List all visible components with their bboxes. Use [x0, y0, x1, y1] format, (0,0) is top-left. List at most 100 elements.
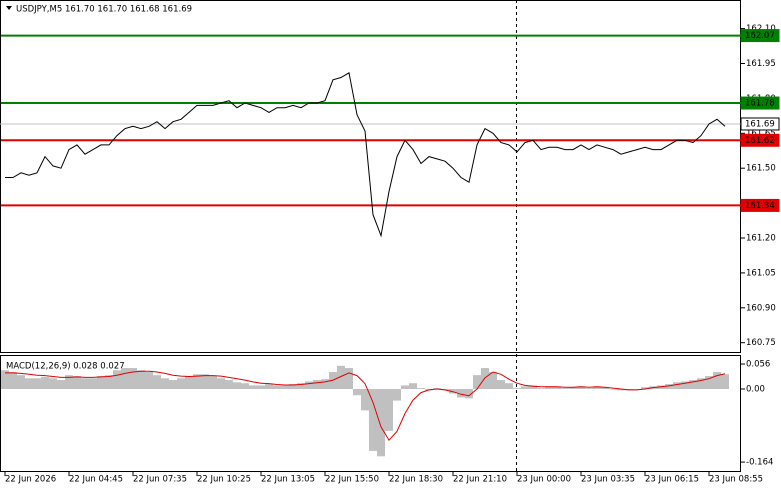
macd-title: MACD(12,26,9) 0.028 0.027: [6, 362, 125, 372]
macd-bar: [129, 368, 137, 389]
level-label: 161.34: [745, 201, 775, 211]
macd-bar: [713, 372, 721, 389]
macd-bar: [281, 385, 289, 389]
macd-bar: [25, 378, 33, 389]
macd-bar: [121, 368, 129, 389]
macd-bar: [113, 370, 121, 389]
x-tick-label: 23 Jun 03:35: [581, 475, 635, 485]
y-tick-label: 0.056: [746, 360, 770, 370]
macd-bar: [577, 386, 585, 389]
macd-bar: [233, 382, 241, 389]
level-box: [740, 96, 780, 110]
level-label: 161.62: [745, 136, 775, 146]
macd-panel: [0, 355, 741, 472]
macd-bar: [265, 384, 273, 389]
macd-bar: [89, 378, 97, 389]
macd-bar: [385, 388, 393, 431]
macd-bar: [337, 365, 345, 389]
macd-bar: [169, 380, 177, 389]
macd-bar: [105, 375, 113, 389]
macd-bar: [473, 375, 481, 389]
macd-bar: [417, 388, 425, 389]
macd-bar: [81, 378, 89, 389]
macd-bar: [393, 388, 401, 401]
macd-bar: [457, 388, 465, 398]
macd-bar: [521, 386, 529, 389]
x-tick-label: 22 Jun 2026: [5, 475, 56, 485]
y-tick-label: 0.00: [746, 384, 765, 394]
macd-bar: [297, 383, 305, 389]
y-tick-label: 161.50: [746, 164, 776, 174]
macd-bar: [273, 385, 281, 389]
macd-bar: [217, 378, 225, 389]
macd-bar: [73, 376, 81, 389]
x-tick-label: 22 Jun 21:10: [453, 475, 507, 485]
macd-bar: [9, 372, 17, 389]
macd-bar: [489, 372, 497, 389]
macd-bar: [561, 388, 569, 389]
x-tick-label: 22 Jun 10:25: [197, 475, 251, 485]
macd-bar: [593, 386, 601, 389]
macd-bar: [401, 385, 409, 389]
macd-bar: [65, 375, 73, 389]
macd-bar: [585, 388, 593, 389]
macd-bar: [705, 376, 713, 389]
x-tick-label: 23 Jun 00:00: [517, 475, 571, 485]
level-box: [740, 198, 780, 212]
macd-bar: [721, 374, 729, 389]
macd-bar: [697, 378, 705, 389]
macd-bar: [241, 383, 249, 389]
macd-bar: [505, 383, 513, 389]
y-tick-label: 160.90: [746, 303, 776, 313]
macd-bar: [41, 376, 49, 389]
macd-bar: [201, 374, 209, 389]
y-tick-label: -0.164: [746, 458, 773, 468]
price-line: [5, 72, 726, 238]
macd-bar: [377, 388, 385, 457]
level-box: [740, 29, 780, 43]
macd-bar: [665, 384, 673, 389]
current-price-label: 161.69: [745, 119, 775, 129]
macd-bar: [57, 380, 65, 389]
level-label: 162.07: [745, 31, 775, 41]
macd-bar: [161, 378, 169, 389]
macd-bar: [137, 370, 145, 389]
level-label: 161.78: [745, 99, 775, 109]
macd-bar: [225, 380, 233, 389]
macd-bar: [257, 385, 265, 389]
macd-bar: [641, 387, 649, 389]
macd-bar: [97, 376, 105, 389]
price-panel: [0, 0, 741, 353]
y-tick-label: 161.05: [746, 268, 776, 278]
macd-bar: [209, 376, 217, 389]
macd-bar: [361, 388, 369, 411]
current-price-box: [740, 117, 780, 131]
macd-bar: [145, 372, 153, 389]
macd-bar: [153, 375, 161, 389]
macd-bar: [49, 378, 57, 389]
macd-bar: [345, 368, 353, 389]
macd-bar: [553, 386, 561, 389]
y-tick-label: 161.95: [746, 59, 776, 69]
macd-bar: [17, 375, 25, 389]
x-tick-label: 23 Jun 08:55: [709, 475, 763, 485]
macd-bar: [33, 378, 41, 389]
macd-bar: [249, 385, 257, 389]
macd-bar: [681, 381, 689, 389]
x-tick-label: 22 Jun 04:45: [69, 475, 123, 485]
x-tick-label: 22 Jun 15:50: [325, 475, 379, 485]
menu-arrow: [6, 6, 12, 10]
macd-bar: [305, 381, 313, 389]
macd-bar: [513, 388, 521, 389]
macd-bar: [545, 386, 553, 389]
y-tick-label: 160.75: [746, 338, 776, 348]
macd-bar: [689, 380, 697, 389]
x-tick-label: 22 Jun 18:30: [389, 475, 443, 485]
macd-bar: [1, 370, 9, 389]
macd-bar: [617, 388, 625, 391]
macd-bar: [289, 384, 297, 389]
x-tick-label: 22 Jun 07:35: [133, 475, 187, 485]
x-tick-label: 23 Jun 06:15: [645, 475, 699, 485]
